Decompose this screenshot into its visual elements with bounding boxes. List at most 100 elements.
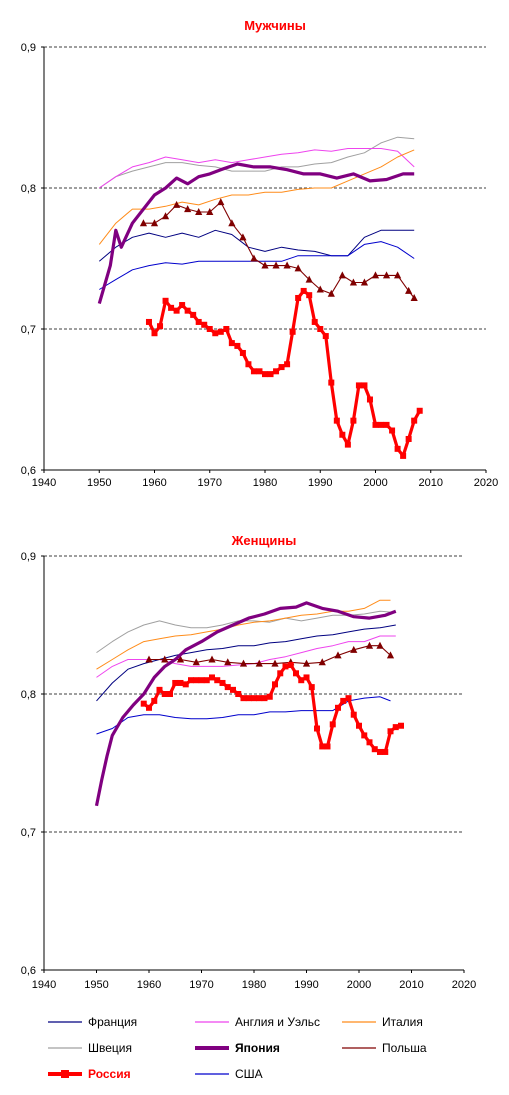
legend-label: Италия <box>382 1015 423 1029</box>
y-tick-label: 0,9 <box>21 42 36 54</box>
data-point <box>324 743 331 750</box>
legend-item: Франция <box>48 1013 137 1031</box>
chart-title: Мужчины <box>244 18 306 33</box>
data-point <box>361 382 368 389</box>
x-tick-label: 2020 <box>474 477 498 489</box>
series-line <box>96 624 396 702</box>
data-point <box>287 662 294 669</box>
series-line <box>99 136 415 189</box>
data-point <box>318 658 326 666</box>
data-point <box>272 261 280 269</box>
data-point <box>316 285 324 293</box>
data-point <box>261 261 269 269</box>
data-point <box>302 659 311 667</box>
x-tick-label: 1990 <box>294 979 318 991</box>
data-point <box>293 670 299 677</box>
legend-label: Польша <box>382 1041 427 1055</box>
series-line <box>98 149 415 245</box>
chart-title: Женщины <box>231 533 297 548</box>
legend-swatch-icon <box>48 1070 82 1078</box>
x-tick-label: 1990 <box>308 477 332 489</box>
data-point <box>224 658 232 666</box>
data-point <box>371 271 380 279</box>
data-point <box>284 361 291 368</box>
data-point <box>223 326 230 332</box>
data-point <box>182 681 189 688</box>
data-point <box>328 379 335 386</box>
data-point <box>188 677 194 684</box>
data-point <box>386 651 395 659</box>
y-tick-label: 0,7 <box>21 324 36 336</box>
x-tick-label: 2020 <box>452 979 476 991</box>
data-point <box>387 728 394 735</box>
x-tick-label: 2000 <box>347 979 371 991</box>
data-point <box>228 219 236 227</box>
series-line <box>99 148 415 189</box>
data-point <box>224 684 231 691</box>
data-point <box>305 275 313 283</box>
data-point <box>203 677 210 684</box>
data-point <box>206 326 213 332</box>
data-point <box>344 441 351 448</box>
data-point <box>306 292 313 299</box>
data-point <box>190 311 197 318</box>
data-point <box>272 681 278 688</box>
data-point <box>392 724 399 731</box>
legend-label: Япония <box>235 1041 280 1055</box>
data-point <box>150 219 159 227</box>
data-point <box>261 695 268 702</box>
data-point <box>295 294 302 301</box>
data-point <box>327 289 335 297</box>
data-point <box>201 321 208 328</box>
data-point <box>176 655 185 663</box>
data-point <box>329 721 336 728</box>
legend-item: Япония <box>195 1039 280 1057</box>
x-tick-label: 1940 <box>32 477 56 489</box>
data-point <box>145 655 153 663</box>
data-point <box>300 287 307 294</box>
data-point <box>311 318 318 325</box>
legend-swatch-icon <box>342 1047 376 1049</box>
data-point <box>335 704 341 711</box>
data-point <box>394 445 401 452</box>
y-tick-label: 0,9 <box>21 551 36 563</box>
legend-item: США <box>195 1065 263 1083</box>
x-tick-label: 1950 <box>87 477 111 489</box>
data-point <box>411 417 418 424</box>
data-point <box>177 679 184 686</box>
data-point <box>239 349 246 356</box>
legend-item: Швеция <box>48 1039 132 1057</box>
legend-label: Англия и Уэльс <box>235 1015 321 1029</box>
data-point <box>240 695 247 702</box>
data-point <box>350 711 357 718</box>
y-tick-label: 0,7 <box>21 827 36 839</box>
data-point <box>366 739 373 746</box>
data-point <box>377 748 383 755</box>
data-point <box>173 307 180 314</box>
legend-label: Швеция <box>88 1041 132 1055</box>
legend-item: Польша <box>342 1039 427 1057</box>
data-point <box>273 368 280 375</box>
data-point <box>250 254 258 262</box>
data-point <box>266 693 273 700</box>
series-line <box>98 229 415 262</box>
data-point <box>267 371 274 378</box>
data-point <box>208 655 216 663</box>
data-point <box>146 704 152 711</box>
legend: Франция Англия и Уэльс Италия Швеция Япо… <box>0 1005 509 1095</box>
data-point <box>161 212 170 220</box>
data-point <box>198 677 205 684</box>
x-tick-label: 1980 <box>242 979 266 991</box>
series-line <box>96 599 391 670</box>
charts-canvas: Мужчины 0,6 0,7 0,8 0,9 1940 1950 1960 1970 1980 1… <box>21 18 499 991</box>
data-point <box>378 421 385 428</box>
data-point <box>277 670 284 677</box>
legend-item: Россия <box>48 1065 131 1083</box>
data-point <box>219 679 226 686</box>
data-point <box>289 328 296 335</box>
data-point <box>239 659 248 667</box>
x-tick-label: 1980 <box>253 477 277 489</box>
data-point <box>251 695 257 702</box>
data-point <box>193 677 200 684</box>
data-point <box>339 431 346 438</box>
